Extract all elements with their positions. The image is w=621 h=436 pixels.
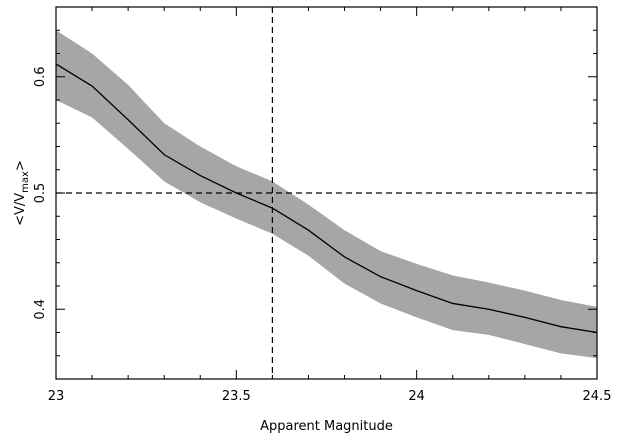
y-tick-label: 0.4 xyxy=(33,299,48,320)
x-axis-title: Apparent Magnitude xyxy=(260,419,393,434)
y-tick-label: 0.6 xyxy=(33,66,48,87)
x-tick-label: 23.5 xyxy=(222,389,251,404)
x-tick-label: 24 xyxy=(408,389,425,404)
plot-area xyxy=(56,7,597,379)
x-tick-label: 23 xyxy=(48,389,65,404)
y-tick-label: 0.5 xyxy=(33,183,48,204)
series-line xyxy=(56,63,597,334)
y-axis-title: <V/Vmax> xyxy=(13,160,31,226)
uncertainty-band xyxy=(56,30,597,359)
axes: 23 23.5 24 24.5 0.4 0.5 0.6 xyxy=(33,6,612,404)
x-tick-label: 24.5 xyxy=(583,389,612,404)
